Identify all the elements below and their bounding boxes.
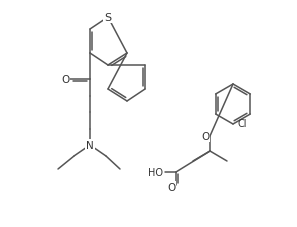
Text: S: S <box>105 13 112 23</box>
Text: Cl: Cl <box>238 118 247 128</box>
Text: O: O <box>201 131 209 141</box>
Text: O: O <box>61 75 69 85</box>
Text: N: N <box>86 140 94 150</box>
Text: HO: HO <box>148 167 163 177</box>
Text: O: O <box>167 182 175 192</box>
